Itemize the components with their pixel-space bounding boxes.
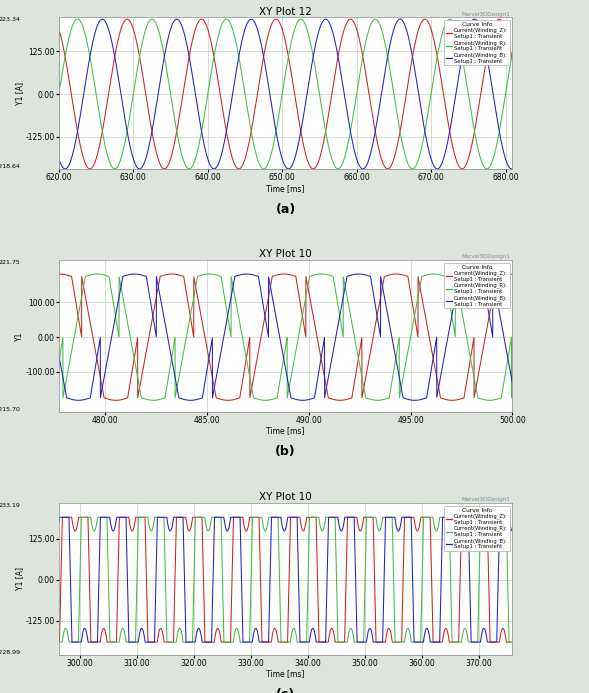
X-axis label: Time [ms]: Time [ms]	[266, 669, 305, 678]
Text: 221.75: 221.75	[0, 260, 21, 265]
Text: (c): (c)	[276, 688, 295, 693]
Title: XY Plot 12: XY Plot 12	[259, 6, 312, 17]
Text: Marvel3DDesign1: Marvel3DDesign1	[461, 12, 510, 17]
Text: 233.19: 233.19	[0, 503, 21, 508]
Text: -228.99: -228.99	[0, 650, 21, 655]
Title: XY Plot 10: XY Plot 10	[259, 249, 312, 259]
Text: (a): (a)	[276, 202, 296, 216]
Y-axis label: Y1: Y1	[15, 331, 24, 341]
X-axis label: Time [ms]: Time [ms]	[266, 427, 305, 436]
Y-axis label: Y1 [A]: Y1 [A]	[15, 568, 24, 590]
Legend: Current(Winding_Z):
Setup1 : Transient, Current(Winding_R):
Setup1 : Transient, : Current(Winding_Z): Setup1 : Transient, …	[444, 506, 510, 551]
Text: Marvel3DDesign1: Marvel3DDesign1	[461, 498, 510, 502]
Text: -215.70: -215.70	[0, 407, 21, 412]
Y-axis label: Y1 [A]: Y1 [A]	[15, 82, 24, 105]
Legend: Current(Winding_Z):
Setup1 : Transient, Current(Winding_R):
Setup1 : Transient, : Current(Winding_Z): Setup1 : Transient, …	[444, 20, 510, 66]
Legend: Current(Winding_Z):
Setup1 : Transient, Current(Winding_R):
Setup1 : Transient, : Current(Winding_Z): Setup1 : Transient, …	[444, 263, 510, 308]
X-axis label: Time [ms]: Time [ms]	[266, 184, 305, 193]
Text: -218.64: -218.64	[0, 164, 21, 169]
Text: (b): (b)	[275, 446, 296, 458]
Title: XY Plot 10: XY Plot 10	[259, 492, 312, 502]
Text: Marvel3DDesign1: Marvel3DDesign1	[461, 254, 510, 259]
Text: 223.34: 223.34	[0, 17, 21, 22]
